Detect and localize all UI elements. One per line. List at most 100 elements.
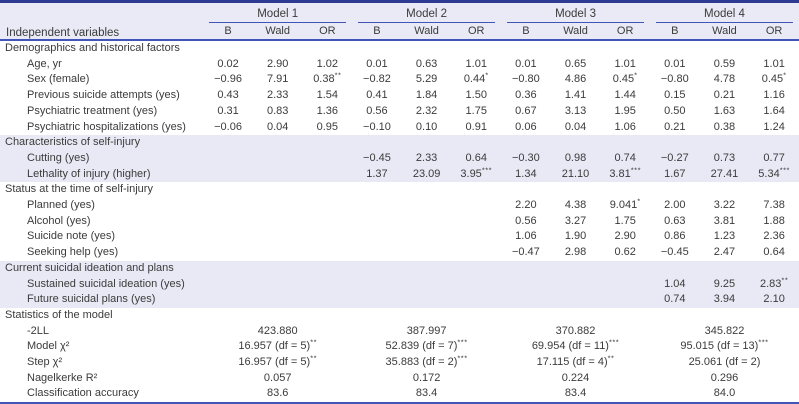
value-cell: 0.86 <box>664 230 686 243</box>
value-cell <box>253 229 303 245</box>
value-cell: −0.30 <box>501 150 551 167</box>
table-header: Independent variables Model 1 Model 2 Mo… <box>0 1 799 41</box>
cell-value: 52.839 (df = 7) <box>385 340 458 353</box>
stat-value-cell: 52.839 (df = 7)*** <box>352 338 501 355</box>
value-cell: 1.64 <box>763 104 785 117</box>
value-cell: 0.65 <box>564 57 587 70</box>
cell-value: 5.34 <box>758 167 780 180</box>
value-cell: 0.31 <box>217 104 239 117</box>
row-label: Alcohol (yes) <box>27 214 91 227</box>
value-cell: 0.45* <box>600 72 650 88</box>
value-cell: −0.80 <box>511 73 540 86</box>
value-cell <box>203 198 253 214</box>
section-row: Demographics and historical factors <box>0 40 799 57</box>
value-cell: 0.56 <box>366 104 388 117</box>
value-cell <box>203 150 253 167</box>
value-cell <box>303 229 353 245</box>
value-cell: 0.91 <box>465 120 487 133</box>
value-cell <box>401 276 452 293</box>
value-cell: 23.09 <box>401 166 452 183</box>
value-cell: 1.54 <box>316 89 339 102</box>
cell-value: 16.957 (df = 5) <box>238 340 311 353</box>
cell-value: 0.45 <box>612 73 635 86</box>
value-cell <box>302 292 353 308</box>
table-row: Classification accuracy 83.6 83.4 83.4 84.0 <box>0 386 799 403</box>
significance-stars: *** <box>630 164 641 174</box>
value-cell: 0.50 <box>664 104 686 117</box>
value-cell: 2.90 <box>614 230 636 243</box>
row-label: Nagelkerke R² <box>27 371 98 384</box>
value-cell: 1.67 <box>649 166 700 183</box>
value-cell: 0.38 <box>713 120 736 133</box>
significance-stars: ** <box>781 274 789 284</box>
value-cell: 3.81 <box>713 214 736 227</box>
table-row: Seeking help (yes) −0.47 2.98 0.62 −0.45 2.47… <box>0 245 799 261</box>
value-cell: 1.44 <box>614 89 636 102</box>
significance-stars: ** <box>607 353 615 363</box>
value-cell <box>203 229 253 245</box>
row-label: Age, yr <box>27 57 62 70</box>
value-cell: 0.98 <box>550 150 601 167</box>
subheader-wald-model-1: Wald <box>252 23 303 41</box>
cell-value: 95.015 (df = 13) <box>680 340 759 353</box>
value-cell <box>451 214 501 230</box>
value-cell: 1.01 <box>614 57 636 70</box>
value-cell: 1.01 <box>465 57 487 70</box>
value-cell: 0.67 <box>515 104 537 117</box>
independent-variables-header: Independent variables <box>0 1 204 41</box>
model-3-label: Model 3 <box>507 5 644 23</box>
table-row: Age, yr 0.02 2.90 1.02 0.01 0.63 1.01 0.01 0.65 1… <box>0 57 799 73</box>
table-row: Model χ² 16.957 (df = 5)** 52.839 (df = 7)… <box>0 337 799 355</box>
value-cell <box>203 276 253 293</box>
stat-value-cell: 83.4 <box>415 387 438 400</box>
value-cell <box>352 198 402 214</box>
value-cell <box>550 276 601 293</box>
value-cell: 2.36 <box>763 230 785 243</box>
value-cell: 0.21 <box>664 120 686 133</box>
value-cell <box>253 214 303 230</box>
table-row: Planned (yes) 2.20 4.38 9.041* 2.00 3.22 7.38 <box>0 197 799 214</box>
stat-value-cell: 16.957 (df = 5)** <box>203 338 352 355</box>
value-cell <box>253 198 303 214</box>
stat-value-cell: 25.061 (df = 2) <box>688 356 761 369</box>
value-cell: 0.41 <box>366 89 388 102</box>
section-row: Statistics of the model <box>0 308 799 324</box>
value-cell <box>203 292 253 308</box>
significance-stars: * <box>783 70 787 80</box>
value-cell: 0.73 <box>699 150 750 167</box>
value-cell: 0.74 <box>600 150 650 167</box>
value-cell: 1.37 <box>352 166 402 183</box>
row-label: Future suicidal plans (yes) <box>0 292 204 308</box>
value-cell <box>402 198 452 214</box>
value-cell: 0.04 <box>564 120 587 133</box>
section-title: Characteristics of self-injury <box>0 135 799 151</box>
value-cell: 1.02 <box>316 57 339 70</box>
value-cell: 1.01 <box>763 57 785 70</box>
significance-stars: *** <box>779 164 790 174</box>
section-title: Status at the time of self-injury <box>5 183 153 196</box>
section-row: Status at the time of self-injury <box>0 182 799 198</box>
value-cell <box>352 276 402 293</box>
value-cell: 0.62 <box>614 246 636 259</box>
cell-value: 16.957 (df = 5) <box>238 356 311 369</box>
value-cell: 0.56 <box>515 214 537 227</box>
value-cell <box>352 245 402 261</box>
row-label: Suicide note (yes) <box>27 230 116 243</box>
value-cell: −0.06 <box>214 120 242 133</box>
subheader-wald-model-3: Wald <box>550 23 601 41</box>
value-cell <box>451 198 501 214</box>
value-cell: 1.63 <box>713 104 736 117</box>
significance-stars: *** <box>608 337 620 347</box>
value-cell: 0.01 <box>664 57 686 70</box>
table-row: Sustained suicidal ideation (yes) 1.04 9.2… <box>0 274 799 293</box>
value-cell <box>352 292 402 308</box>
value-cell: 1.06 <box>515 230 537 243</box>
value-cell: −0.45 <box>352 150 402 167</box>
value-cell <box>252 166 303 183</box>
cell-value: 3.81 <box>609 167 631 180</box>
subheader-or-model-3: OR <box>600 23 650 41</box>
section-title: Demographics and historical factors <box>5 42 180 54</box>
table-row: Lethality of injury (higher) 1.37 23.09 3.9… <box>0 164 799 183</box>
value-cell: 9.25 <box>699 276 750 293</box>
stat-value-cell: 370.882 <box>555 324 596 337</box>
